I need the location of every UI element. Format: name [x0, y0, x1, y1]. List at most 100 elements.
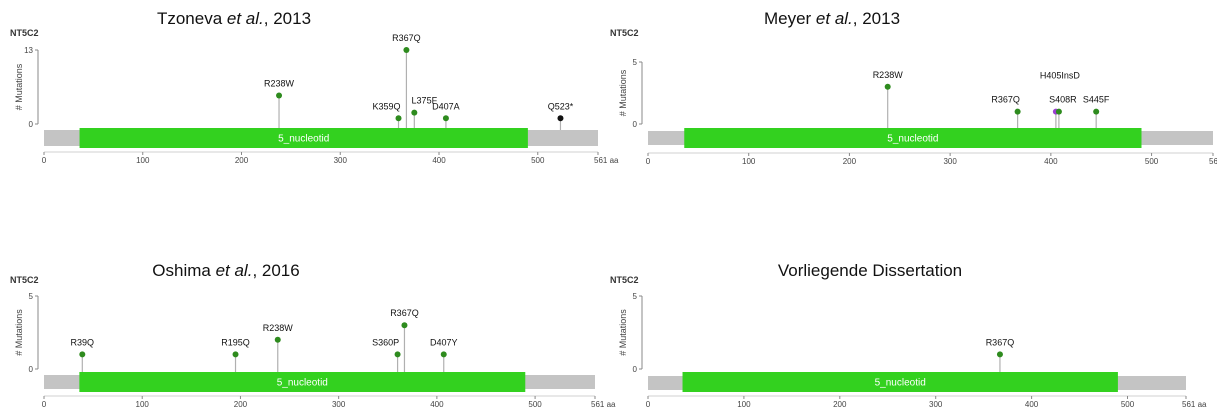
x-tick-label: 500 [528, 400, 542, 409]
panel-title-part: , 2013 [853, 9, 900, 28]
y-tick-label: 5 [633, 58, 638, 67]
x-tick-label: 200 [234, 400, 248, 409]
domain-bar[interactable] [684, 128, 1142, 148]
mutation-point[interactable] [440, 351, 447, 358]
panel-title-part: Tzoneva [157, 9, 227, 28]
mutation-label: Q523* [548, 101, 574, 111]
mutation-point[interactable] [276, 92, 283, 99]
panel-title: Tzoneva et al., 2013 [157, 9, 311, 28]
x-tick-label: 200 [833, 400, 847, 409]
mutation-point[interactable] [557, 115, 564, 122]
panel-title-part: Vorliegende Dissertation [778, 261, 962, 280]
mutation-point[interactable] [1093, 108, 1100, 115]
panel-title-part: et al. [816, 9, 853, 28]
x-tick-label: 0 [42, 156, 47, 165]
mutation-label: R238W [873, 70, 904, 80]
mutation-label: S360P [372, 337, 399, 347]
mutation-label: D407A [432, 101, 460, 111]
x-tick-label: 561 [1209, 157, 1217, 166]
domain-label: 5_nucleotid [887, 134, 938, 145]
domain-label: 5_nucleotid [277, 378, 328, 389]
mutation-label: H405InsD [1040, 71, 1081, 81]
mutation-point[interactable] [394, 351, 401, 358]
mutation-label: L375F [412, 96, 438, 106]
y-tick-label: 0 [29, 365, 34, 374]
mutation-point[interactable] [274, 336, 281, 343]
panel-1: Tzoneva et al., 2013 NT5C2 13 0 # Mutations 5… [10, 9, 619, 165]
x-tick-label: 400 [432, 156, 446, 165]
gene-label: NT5C2 [10, 28, 39, 38]
x-tick-label: 300 [332, 400, 346, 409]
mutation-label: D407Y [430, 337, 458, 347]
y-axis-label: # Mutations [14, 63, 24, 110]
mutation-point[interactable] [1014, 108, 1021, 115]
mutation-point[interactable] [884, 83, 891, 90]
panel-title-part: , 2013 [264, 9, 311, 28]
panel-3: Oshima et al., 2016 NT5C2 5 0 # Mutations 5_n… [10, 261, 616, 409]
mutation-point[interactable] [442, 115, 449, 122]
y-tick-label: 13 [24, 46, 33, 55]
x-tick-label: 200 [843, 157, 857, 166]
gene-label: NT5C2 [610, 28, 639, 38]
mutation-label: R195Q [221, 337, 250, 347]
mutation-label: R39Q [71, 337, 95, 347]
mutation-label: R367Q [392, 33, 421, 43]
panel-title-part: Meyer [764, 9, 816, 28]
mutation-label: R238W [264, 79, 295, 89]
y-tick-label: 0 [633, 365, 638, 374]
y-axis-label: # Mutations [618, 309, 628, 356]
panel-title-part: , 2016 [252, 261, 299, 280]
x-tick-label: 0 [646, 400, 651, 409]
panel-2: Meyer et al., 2013 NT5C2 5 0 # Mutations 5_nu… [610, 9, 1217, 166]
y-tick-label: 0 [29, 120, 34, 129]
x-tick-label: 0 [42, 400, 47, 409]
y-tick-label: 0 [633, 120, 638, 129]
x-tick-label: 0 [646, 157, 651, 166]
panel-title: Vorliegende Dissertation [778, 261, 962, 280]
x-tick-label: 300 [929, 400, 943, 409]
mutation-point[interactable] [395, 115, 402, 122]
mutation-point[interactable] [401, 322, 408, 329]
x-tick-label: 400 [1044, 157, 1058, 166]
x-tick-label: 500 [1121, 400, 1135, 409]
domain-label: 5_nucleotid [278, 134, 329, 145]
panel-title-part: et al. [227, 9, 264, 28]
domain-bar[interactable] [682, 372, 1118, 392]
x-tick-label: 300 [334, 156, 348, 165]
x-tick-label: 100 [136, 156, 150, 165]
x-tick-label: 400 [430, 400, 444, 409]
x-tick-label: 500 [531, 156, 545, 165]
panel-title-part: et al. [216, 261, 253, 280]
x-tick-label: 100 [742, 157, 756, 166]
mutation-point[interactable] [996, 351, 1003, 358]
mutation-label: K359Q [373, 101, 401, 111]
mutation-label: R367Q [390, 308, 419, 318]
x-tick-label: 561 aa [591, 400, 616, 409]
mutation-point[interactable] [232, 351, 239, 358]
x-tick-label: 200 [235, 156, 249, 165]
panel-4: Vorliegende Dissertation NT5C2 5 0 # Mutatio… [610, 261, 1207, 409]
y-tick-label: 5 [633, 292, 638, 301]
y-axis-label: # Mutations [618, 69, 628, 116]
mutation-point[interactable] [1055, 108, 1062, 115]
x-tick-label: 400 [1025, 400, 1039, 409]
x-tick-label: 100 [136, 400, 150, 409]
mutation-point[interactable] [79, 351, 86, 358]
domain-label: 5_nucleotid [875, 378, 926, 389]
gene-label: NT5C2 [10, 275, 39, 285]
x-tick-label: 300 [943, 157, 957, 166]
mutation-point[interactable] [403, 47, 410, 53]
y-axis-label: # Mutations [14, 309, 24, 356]
panel-title: Oshima et al., 2016 [152, 261, 299, 280]
x-tick-label: 100 [737, 400, 751, 409]
mutation-label: R238W [263, 323, 294, 333]
x-tick-label: 500 [1145, 157, 1159, 166]
mutation-label: S408R [1049, 95, 1077, 105]
domain-bar[interactable] [79, 372, 526, 392]
domain-bar[interactable] [79, 128, 528, 148]
x-tick-label: 561 aa [1182, 400, 1207, 409]
y-tick-label: 5 [29, 292, 34, 301]
panel-title: Meyer et al., 2013 [764, 9, 900, 28]
mutation-point[interactable] [411, 109, 418, 116]
